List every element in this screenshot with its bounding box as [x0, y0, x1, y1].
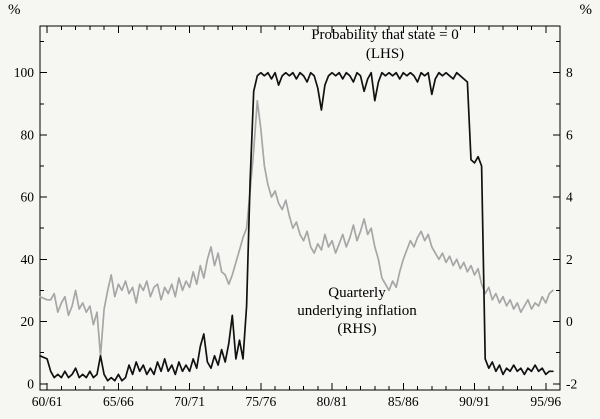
x-tick-label: 65/66 [103, 394, 134, 409]
probability-annotation-text: Probability that state = 0 [311, 27, 459, 43]
plot-border [39, 25, 561, 391]
probability-annotation: Probability that state = 0 (LHS) [311, 26, 459, 64]
right-tick-label: 2 [566, 252, 573, 267]
inflation-annotation-axis-ref: (RHS) [337, 321, 377, 337]
right-tick-label: -2 [566, 376, 577, 391]
left-tick-label: 100 [14, 65, 35, 80]
x-tick-label: 60/61 [32, 394, 63, 409]
left-tick-label: 40 [21, 252, 35, 267]
inflation-annotation-line1: Quarterly [328, 285, 386, 301]
left-axis: 0 20 40 60 80 100 [14, 41, 47, 391]
x-tick-label: 80/81 [317, 394, 348, 409]
x-tick-label: 75/76 [245, 394, 276, 409]
probability-line [39, 71, 554, 382]
probability-annotation-axis-ref: (LHS) [365, 46, 405, 62]
left-axis-unit-label: % [8, 2, 21, 18]
inflation-annotation-line2: underlying inflation [297, 303, 417, 319]
x-tick-label: 95/96 [530, 394, 561, 409]
inflation-annotation: Quarterly underlying inflation (RHS) [297, 284, 417, 338]
inflation-line [39, 99, 554, 357]
right-tick-label: 0 [566, 314, 573, 329]
right-axis: -2 0 2 4 6 8 [553, 41, 577, 391]
left-tick-label: 80 [21, 127, 35, 142]
x-tick-label: 90/91 [459, 394, 490, 409]
right-tick-label: 4 [566, 190, 573, 205]
right-axis-unit-label: % [579, 2, 593, 18]
left-tick-label: 20 [21, 314, 35, 329]
x-axis: 60/61 65/66 70/71 75/76 80/81 85/86 90/91 95/96 [32, 26, 561, 409]
right-tick-label: 8 [566, 65, 573, 80]
left-tick-label: 0 [27, 376, 34, 391]
left-tick-label: 60 [21, 190, 35, 205]
x-tick-label: 70/71 [174, 394, 205, 409]
x-tick-label: 85/86 [388, 394, 419, 409]
right-tick-label: 6 [566, 127, 573, 142]
